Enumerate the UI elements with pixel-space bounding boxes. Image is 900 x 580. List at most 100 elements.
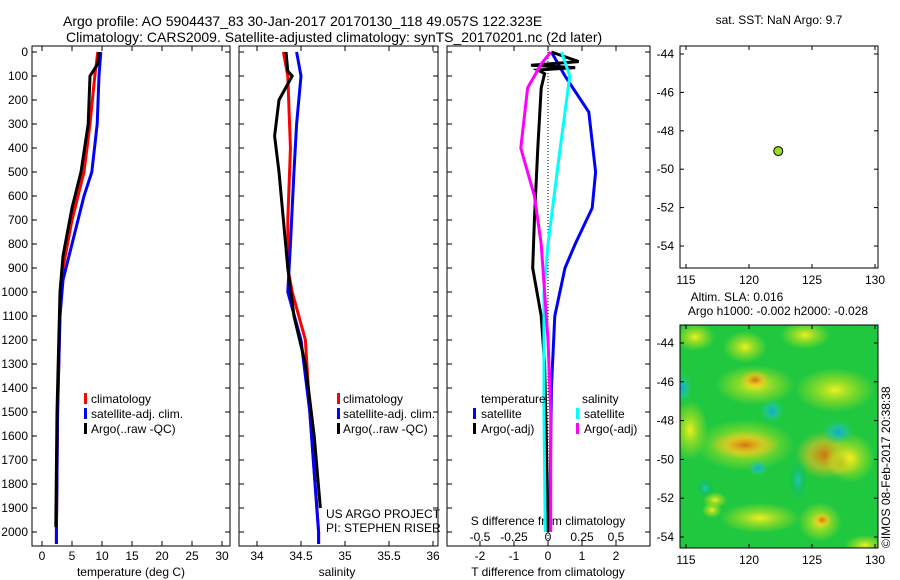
y-tick-label: 1200 [1,333,28,347]
x-tick-label: 36 [426,549,440,563]
x-axis-label: salinity [319,565,356,579]
legend-label: satellite-adj. clim. [343,407,435,421]
y-tick-label: -46 [657,85,675,99]
y-tick-label: 1100 [2,309,28,323]
sla-map-title-line2: Argo h1000: -0.002 h2000: -0.028 [688,304,868,318]
heatmap-anomaly [788,458,808,502]
heatmap-anomaly [723,331,767,363]
heatmap-anomaly [822,420,854,444]
legend-swatch [337,393,340,404]
legend-label: Argo(..raw -QC) [343,422,428,436]
legend-label: satellite-adj. clim. [91,407,183,421]
x2-tick-label: -0.5 [470,530,491,544]
y-tick-label: -44 [657,336,675,350]
x-tick-label: 120 [739,553,759,567]
x-tick-label: 35 [338,549,352,563]
legend-label: Argo(-adj) [584,422,637,436]
heatmap-anomaly [702,502,722,518]
annotation-project: US ARGO PROJECT [326,507,441,521]
series-line-t-satellite [548,51,598,533]
figure-title-line1: Argo profile: AO 5904437_83 30-Jan-2017 … [63,13,543,29]
x-tick-label: 30 [215,549,229,563]
legend-label: climatology [91,392,151,406]
x-tick-label: 115 [676,273,695,287]
series-line-s-argo-adj- [519,51,553,532]
x-tick-label: 0 [545,549,552,563]
heatmap-anomaly [710,431,780,459]
legend-label: Argo(..raw -QC) [91,422,176,436]
y-tick-label: 400 [8,141,28,155]
heatmap-anomaly [720,503,800,533]
legend-label: climatology [343,392,403,406]
y-tick-label: 1900 [1,501,28,515]
y-tick-label: 2000 [1,525,28,539]
x2-tick-label: 0.25 [570,530,594,544]
x-axis-label: T difference from climatology [471,565,625,579]
series-line-s-satellite [542,51,572,533]
y-tick-label: -44 [657,47,675,61]
y-tick-label: 800 [8,237,28,251]
y-tick-label: 1700 [1,453,28,467]
sla-heatmap [680,325,878,548]
y-tick-label: 1800 [1,477,28,491]
x-tick-label: 120 [739,273,759,287]
y-tick-label: 1600 [1,429,28,443]
y-tick-label: -50 [657,452,675,466]
y-tick-label: 1000 [1,285,28,299]
y-tick-label: 100 [8,69,28,83]
legend-swatch [576,408,579,419]
argo-location-marker [773,146,784,157]
heatmap-anomaly [748,460,768,476]
y-tick-label: 500 [8,165,28,179]
x-tick-label: 2 [613,549,620,563]
heatmap-anomaly [760,399,784,423]
figure-title-line2: Climatology: CARS2009. Satellite-adjuste… [66,29,603,45]
legend-header-temperature: temperature [481,392,546,406]
sla-map-title-line1: Altim. SLA: 0.016 [691,290,784,304]
heatmap-anomaly [695,478,715,498]
x-tick-label: 130 [865,553,885,567]
x-tick-label: 15 [125,549,139,563]
y-tick-label: -48 [657,414,675,428]
sla-map-axes-box [679,324,879,549]
heatmap-anomaly [740,370,770,390]
heatmap-anomaly [680,325,715,351]
series-line-argo-raw-qc- [54,51,101,528]
x-tick-label: 35.5 [377,549,401,563]
sst-map-axes-box [679,45,879,269]
x-tick-label: 125 [802,553,822,567]
x-tick-label: 34 [250,549,264,563]
x-tick-label: -1 [509,549,520,563]
x2-tick-label: 0 [545,530,552,544]
y-tick-label: 1500 [1,405,28,419]
x-tick-label: 5 [69,549,76,563]
x-tick-label: 1 [579,549,586,563]
heatmap-anomaly [680,373,692,403]
y-tick-label: 300 [8,117,28,131]
y-tick-label: -50 [657,162,675,176]
legend-swatch [576,423,579,434]
y-tick-label: 1400 [1,381,28,395]
y-tick-label: 1300 [1,357,28,371]
heatmap-anomaly [825,433,875,483]
y-tick-label: -54 [657,530,675,544]
heatmap-anomaly [780,325,830,349]
x-tick-label: 25 [185,549,199,563]
x-tick-label: 0 [39,549,46,563]
x-tick-label: 34.5 [289,549,313,563]
y-tick-label: -52 [657,491,675,505]
x-axis-label: temperature (deg C) [77,565,185,579]
x-tick-label: 115 [676,553,695,567]
sst-map-title: sat. SST: NaN Argo: 9.7 [716,13,843,27]
y-tick-label: 900 [8,261,28,275]
salinity-axes-box [238,45,439,547]
heatmap-anomaly [845,535,878,548]
legend-swatch [84,408,87,419]
legend-label: Argo(-adj) [481,422,534,436]
temperature-axes-box [31,45,231,547]
legend-swatch [337,423,340,434]
y-tick-label: 0 [21,45,28,59]
legend-swatch [473,423,476,434]
